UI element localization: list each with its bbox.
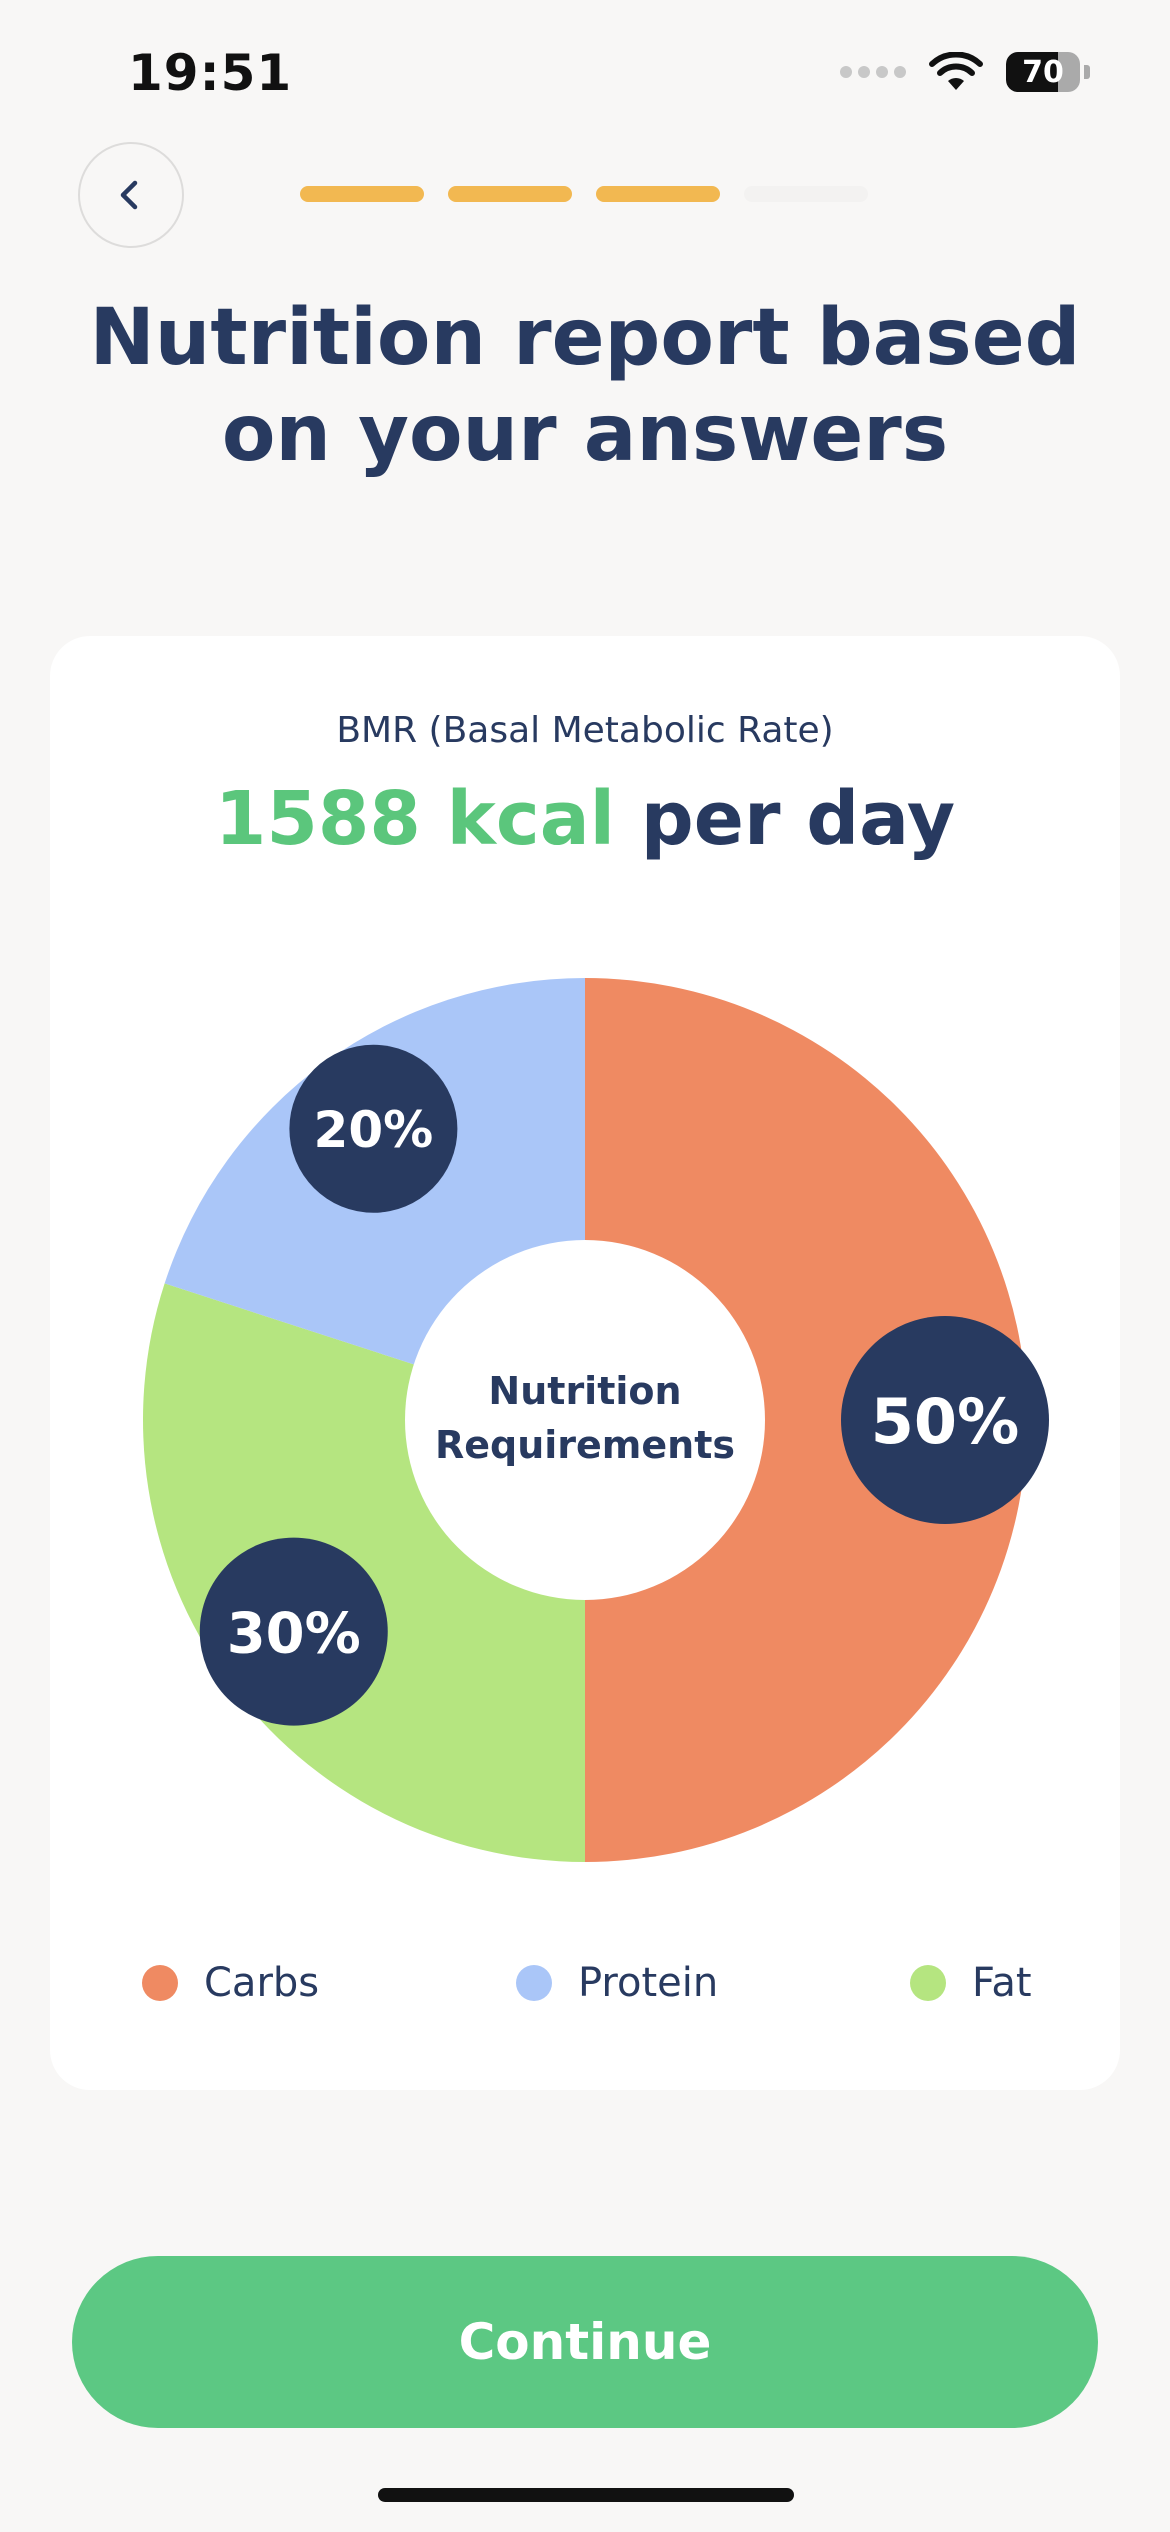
progress-step-1 xyxy=(300,186,424,202)
bmr-label: BMR (Basal Metabolic Rate) xyxy=(336,710,834,751)
legend-label-carbs: Carbs xyxy=(204,1960,320,2006)
continue-button[interactable]: Continue xyxy=(72,2256,1098,2428)
bmr-suffix: per day xyxy=(615,776,956,862)
center-label-line-2: Requirements xyxy=(435,1423,735,1467)
home-indicator xyxy=(378,2488,794,2502)
progress-step-2 xyxy=(448,186,572,202)
nutrition-card: BMR (Basal Metabolic Rate) 1588 kcal per… xyxy=(50,636,1120,2090)
legend-dot-carbs xyxy=(142,1965,178,2001)
wifi-icon xyxy=(929,52,983,90)
progress-step-4 xyxy=(744,186,868,202)
page-title: Nutrition report based on your answers xyxy=(89,293,1081,479)
progress-step-3 xyxy=(596,186,720,202)
slice-label-bubble-carbs xyxy=(841,1316,1049,1524)
legend-label-protein: Protein xyxy=(578,1960,719,2006)
slice-label-protein: 20% xyxy=(314,1101,434,1159)
donut-hole xyxy=(405,1240,765,1600)
legend-dot-fat xyxy=(910,1965,946,2001)
bmr-kcal: 1588 kcal xyxy=(214,776,616,862)
legend-label-fat: Fat xyxy=(972,1960,1032,2006)
center-label-line-1: Nutrition xyxy=(488,1369,681,1413)
slice-label-bubble-protein xyxy=(289,1044,458,1213)
nutrition-donut-chart: Nutrition Requirements 50% 30% 20% xyxy=(142,978,1049,1862)
step-progress-bar xyxy=(300,186,868,202)
back-button[interactable] xyxy=(78,142,184,248)
chevron-left-icon xyxy=(120,180,138,210)
legend-dot-protein xyxy=(516,1965,552,2001)
slice-label-fat: 30% xyxy=(227,1601,361,1666)
battery-icon: 70 xyxy=(1006,52,1080,92)
slice-carbs xyxy=(585,978,1027,1862)
bmr-value: 1588 kcal per day xyxy=(50,776,1120,862)
slice-label-bubble-fat xyxy=(199,1537,388,1726)
legend-item-fat: Fat xyxy=(910,1960,1032,2006)
legend-item-protein: Protein xyxy=(516,1960,718,2006)
chart-legend: Carbs Protein Fat xyxy=(50,1960,1120,2020)
status-time: 19:51 xyxy=(128,44,293,102)
legend-item-carbs: Carbs xyxy=(142,1960,319,2006)
status-icons: 70 xyxy=(840,52,1090,92)
slice-label-carbs: 50% xyxy=(871,1385,1019,1458)
cellular-signal-icon xyxy=(840,66,906,78)
battery-percentage: 70 xyxy=(1022,54,1064,90)
